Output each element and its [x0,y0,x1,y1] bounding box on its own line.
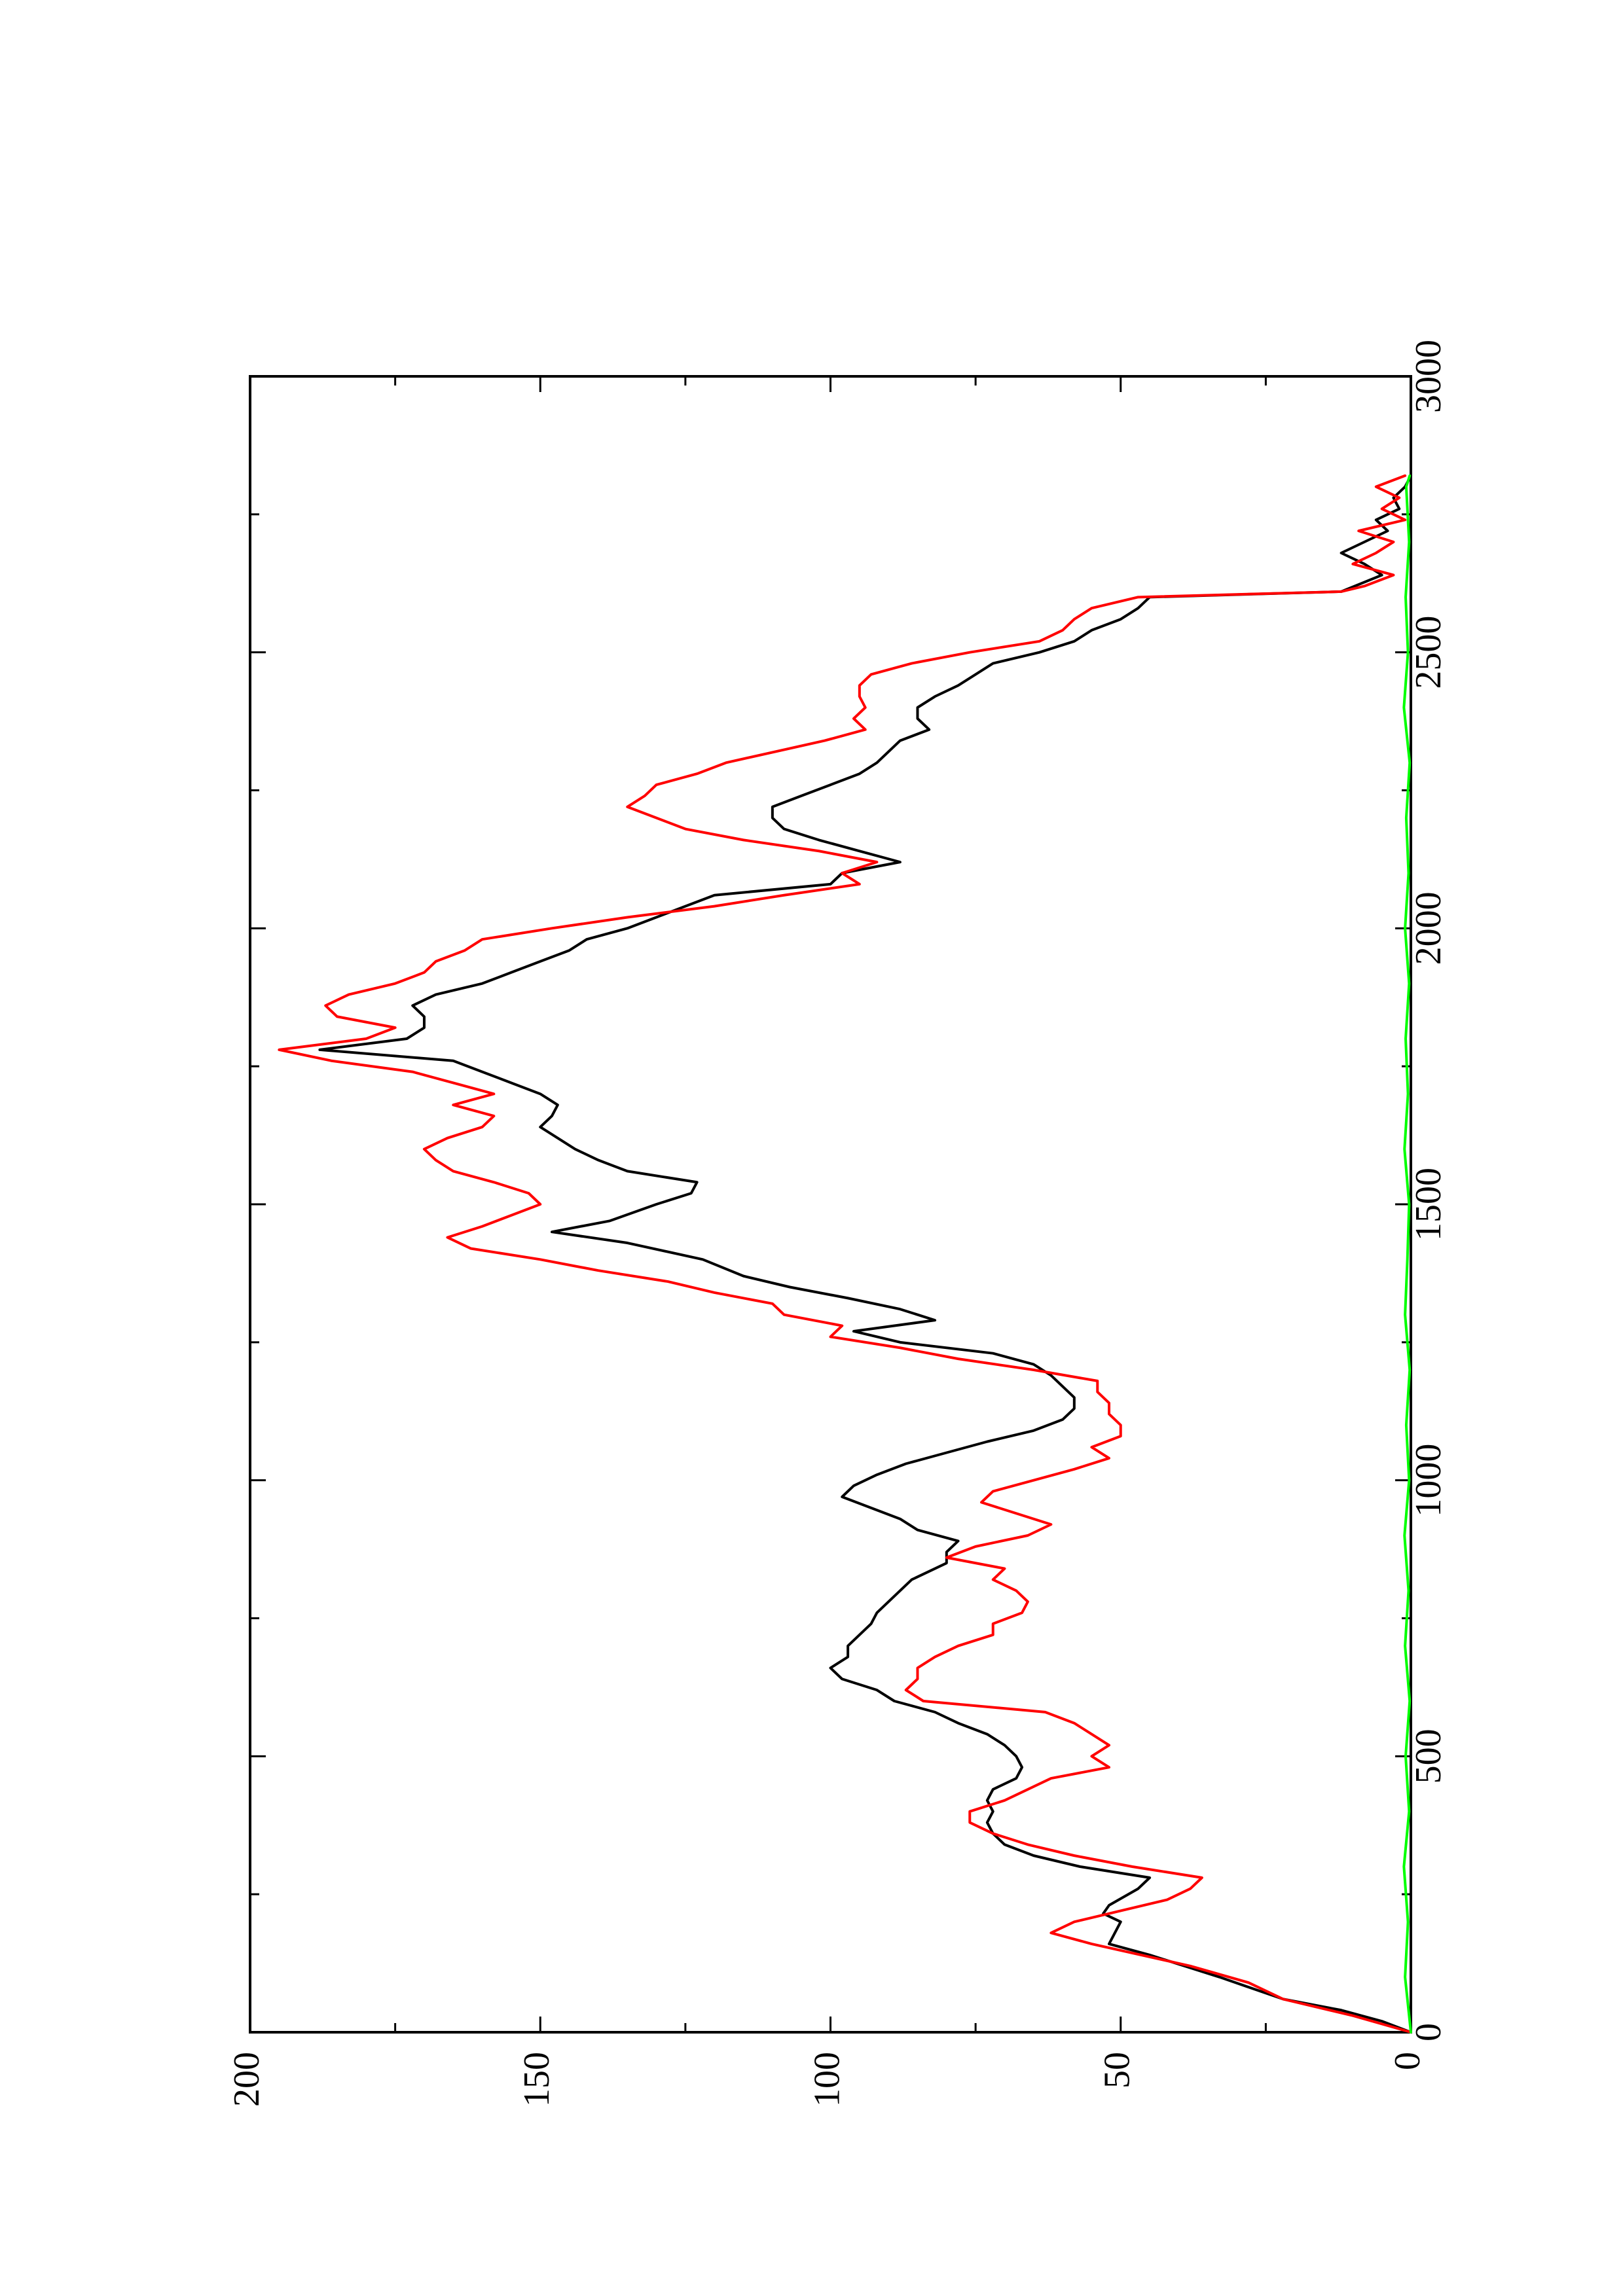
plot-frame [249,375,1412,2034]
y-tick-label: 0 [1387,2052,1428,2070]
series-layer [278,474,1412,2034]
series-line-1 [318,474,1412,2034]
y-tick-label: 100 [807,2052,847,2107]
x-axis-ticks: 0 500 1000 1500 2000 2500 3000 [250,340,1449,2041]
x-tick-label: 3000 [1408,340,1449,413]
y-tick-label: 50 [1097,2052,1138,2089]
series-line-3 [1402,474,1412,2034]
x-tick-label: 1000 [1408,1444,1449,1517]
y-axis-ticks: 0 50 100 150 200 [227,376,1428,2107]
series-line-2 [278,474,1412,2034]
y-tick-label: 200 [227,2052,267,2107]
x-tick-label: 500 [1408,1729,1449,1784]
x-tick-label: 2500 [1408,616,1449,689]
x-tick-label: 2000 [1408,891,1449,965]
x-tick-label: 0 [1408,2023,1449,2041]
x-tick-label: 1500 [1408,1168,1449,1241]
y-tick-label: 150 [517,2052,557,2107]
